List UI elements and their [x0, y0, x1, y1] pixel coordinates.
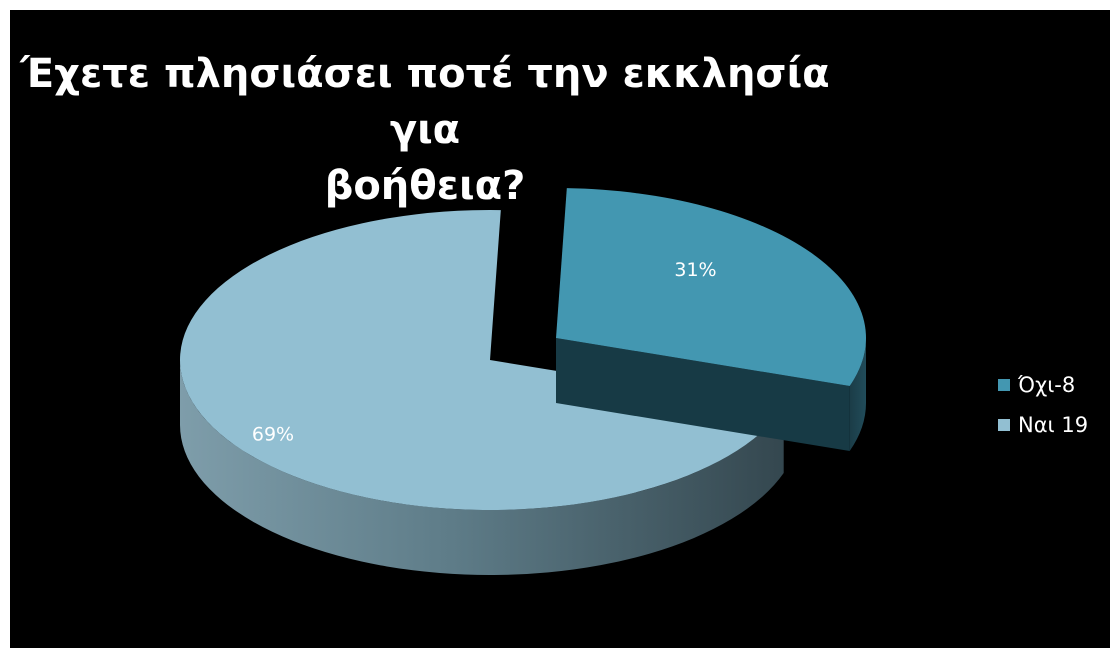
chart-title-line-2: βοήθεια? [324, 163, 526, 209]
pie-chart: 69% 31% [179, 188, 866, 575]
legend-swatch-oxi [998, 379, 1010, 391]
pie-slice-group-oxi: 31% [556, 188, 866, 452]
chart-area: Έχετε πλησιάσει ποτέ την εκκλησία για βο… [10, 10, 1110, 648]
legend-item-oxi: Όχι-8 [998, 372, 1088, 398]
legend-label-oxi: Όχι-8 [1018, 373, 1076, 397]
legend-swatch-nai [998, 419, 1010, 431]
pie-slice-label-nai: 69% [252, 424, 294, 446]
legend-item-nai: Ναι 19 [998, 412, 1088, 438]
pie-slice-side-nai [180, 360, 784, 575]
pie-slice-cut-oxi [556, 338, 850, 452]
pie-slice-group-nai: 69% [179, 210, 784, 575]
chart-title-line-1: Έχετε πλησιάσει ποτέ την εκκλησία για [20, 51, 830, 153]
chart-title: Έχετε πλησιάσει ποτέ την εκκλησία για βο… [10, 46, 840, 214]
pie-slice-nai [179, 210, 784, 510]
legend-label-nai: Ναι 19 [1018, 413, 1089, 437]
pie-slice-oxi [556, 188, 866, 387]
pie-slice-side-oxi [849, 338, 866, 452]
pie-slice-label-oxi: 31% [674, 259, 716, 281]
legend: Όχι-8 Ναι 19 [998, 372, 1088, 452]
